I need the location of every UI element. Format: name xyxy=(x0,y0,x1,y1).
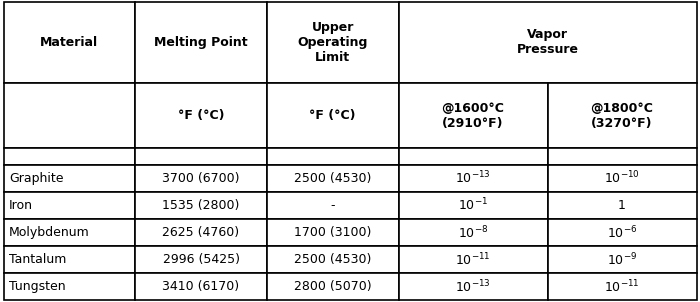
Bar xyxy=(398,219,547,246)
Bar xyxy=(398,165,547,192)
Bar xyxy=(267,83,398,148)
Text: 2996 (5425): 2996 (5425) xyxy=(162,253,239,266)
Text: $10^{-11}$: $10^{-11}$ xyxy=(604,279,640,295)
Bar xyxy=(398,2,696,83)
Bar xyxy=(547,273,696,300)
Bar xyxy=(547,192,696,219)
Bar xyxy=(4,273,135,300)
Text: $10^{-13}$: $10^{-13}$ xyxy=(455,170,491,186)
Bar xyxy=(135,273,267,300)
Bar xyxy=(267,2,398,83)
Bar xyxy=(4,165,135,192)
Bar xyxy=(135,219,267,246)
Bar xyxy=(267,192,398,219)
Text: Melting Point: Melting Point xyxy=(154,36,248,49)
Text: $10^{-10}$: $10^{-10}$ xyxy=(604,170,640,186)
Text: -: - xyxy=(330,199,335,212)
Bar xyxy=(267,273,398,300)
Text: $10^{-13}$: $10^{-13}$ xyxy=(455,279,491,295)
Text: @1800°C
(3270°F): @1800°C (3270°F) xyxy=(591,101,653,130)
Bar xyxy=(398,83,547,148)
Bar xyxy=(398,246,547,273)
Text: 3700 (6700): 3700 (6700) xyxy=(162,172,240,185)
Text: @1600°C
(2910°F): @1600°C (2910°F) xyxy=(442,101,505,130)
Text: 2500 (4530): 2500 (4530) xyxy=(294,253,372,266)
Text: °F (°C): °F (°C) xyxy=(309,109,356,122)
Bar xyxy=(4,192,135,219)
Text: $10^{-8}$: $10^{-8}$ xyxy=(458,224,488,241)
Text: °F (°C): °F (°C) xyxy=(178,109,224,122)
Text: $10^{-6}$: $10^{-6}$ xyxy=(607,224,637,241)
Bar xyxy=(267,165,398,192)
Text: Tantalum: Tantalum xyxy=(9,253,66,266)
Bar xyxy=(398,148,547,165)
Text: Molybdenum: Molybdenum xyxy=(9,226,90,239)
Bar xyxy=(135,2,267,83)
Bar xyxy=(135,246,267,273)
Text: 1535 (2800): 1535 (2800) xyxy=(162,199,239,212)
Text: Graphite: Graphite xyxy=(9,172,64,185)
Bar xyxy=(4,219,135,246)
Bar xyxy=(267,246,398,273)
Text: Material: Material xyxy=(41,36,99,49)
Bar xyxy=(267,219,398,246)
Bar xyxy=(547,219,696,246)
Bar xyxy=(4,2,135,83)
Bar xyxy=(398,192,547,219)
Text: 2800 (5070): 2800 (5070) xyxy=(294,280,372,294)
Bar xyxy=(547,165,696,192)
Bar xyxy=(267,148,398,165)
Bar xyxy=(4,148,135,165)
Text: 2500 (4530): 2500 (4530) xyxy=(294,172,372,185)
Text: Upper
Operating
Limit: Upper Operating Limit xyxy=(298,21,368,64)
Bar xyxy=(547,148,696,165)
Bar xyxy=(135,165,267,192)
Text: 3410 (6170): 3410 (6170) xyxy=(162,280,239,294)
Bar xyxy=(135,192,267,219)
Text: $10^{-11}$: $10^{-11}$ xyxy=(455,252,491,268)
Text: $10^{-1}$: $10^{-1}$ xyxy=(458,197,488,214)
Text: $10^{-9}$: $10^{-9}$ xyxy=(607,252,637,268)
Text: 2625 (4760): 2625 (4760) xyxy=(162,226,239,239)
Bar xyxy=(398,273,547,300)
Text: 1700 (3100): 1700 (3100) xyxy=(294,226,372,239)
Text: 1: 1 xyxy=(618,199,626,212)
Bar xyxy=(547,83,696,148)
Bar xyxy=(135,148,267,165)
Bar xyxy=(135,83,267,148)
Bar xyxy=(547,246,696,273)
Bar xyxy=(4,246,135,273)
Text: Vapor
Pressure: Vapor Pressure xyxy=(517,28,578,56)
Text: Tungsten: Tungsten xyxy=(9,280,66,294)
Bar xyxy=(4,83,135,148)
Text: Iron: Iron xyxy=(9,199,33,212)
